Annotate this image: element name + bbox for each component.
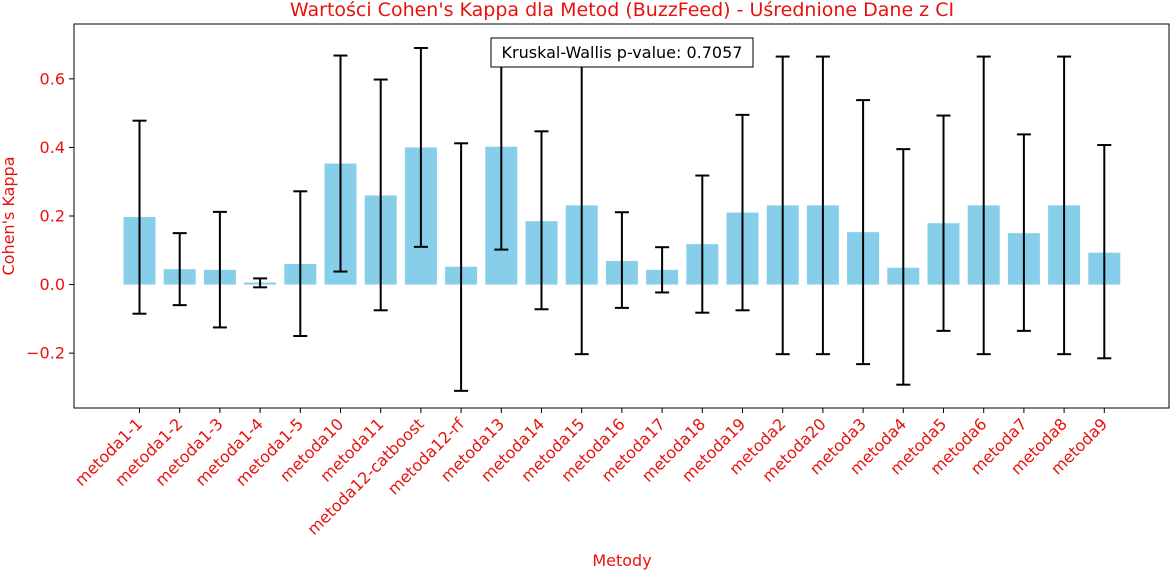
x-axis: metoda1-1metoda1-2metoda1-3metoda1-4meto… xyxy=(71,408,1111,539)
error-bar-metoda6 xyxy=(976,55,991,356)
error-bar-metoda1-3 xyxy=(212,210,227,329)
y-tick-label: 0.4 xyxy=(40,138,65,157)
error-bar-metoda1-2 xyxy=(172,232,187,307)
x-axis-label: Metody xyxy=(592,551,651,570)
y-axis-label: Cohen's Kappa xyxy=(0,156,18,275)
chart-title: Wartości Cohen's Kappa dla Metod (BuzzFe… xyxy=(290,0,954,21)
y-tick-label: 0.0 xyxy=(40,275,65,294)
error-bars-layer xyxy=(132,43,1112,392)
annotation-text: Kruskal-Wallis p-value: 0.7057 xyxy=(502,43,743,62)
y-tick-label: −0.2 xyxy=(26,344,65,363)
error-bar-metoda10 xyxy=(333,54,348,273)
error-bar-metoda1-1 xyxy=(132,119,147,315)
error-bar-metoda18 xyxy=(695,174,710,314)
error-bar-metoda9 xyxy=(1097,144,1112,360)
error-bar-metoda20 xyxy=(815,55,830,356)
error-bar-metoda12-rf xyxy=(454,142,469,392)
error-bar-metoda14 xyxy=(534,130,549,311)
error-bar-metoda2 xyxy=(775,55,790,356)
y-tick-label: 0.6 xyxy=(40,69,65,88)
error-bar-metoda15 xyxy=(574,55,589,356)
error-bar-metoda5 xyxy=(936,114,951,332)
error-bar-metoda19 xyxy=(735,113,750,312)
error-bar-metoda1-4 xyxy=(253,277,268,289)
error-bar-metoda3 xyxy=(856,99,871,366)
error-bar-metoda16 xyxy=(614,211,629,309)
error-bar-metoda4 xyxy=(896,148,911,386)
error-bar-metoda11 xyxy=(373,78,388,312)
error-bar-metoda7 xyxy=(1016,133,1031,332)
y-axis: −0.2 0.0 0.2 0.4 0.6 xyxy=(26,69,74,363)
error-bar-metoda12-catboost xyxy=(413,47,428,248)
error-bar-metoda17 xyxy=(655,246,670,294)
annotation-box: Kruskal-Wallis p-value: 0.7057 xyxy=(490,37,754,68)
error-bar-metoda8 xyxy=(1057,55,1072,356)
y-tick-label: 0.2 xyxy=(40,207,65,226)
error-bar-metoda1-5 xyxy=(293,190,308,337)
